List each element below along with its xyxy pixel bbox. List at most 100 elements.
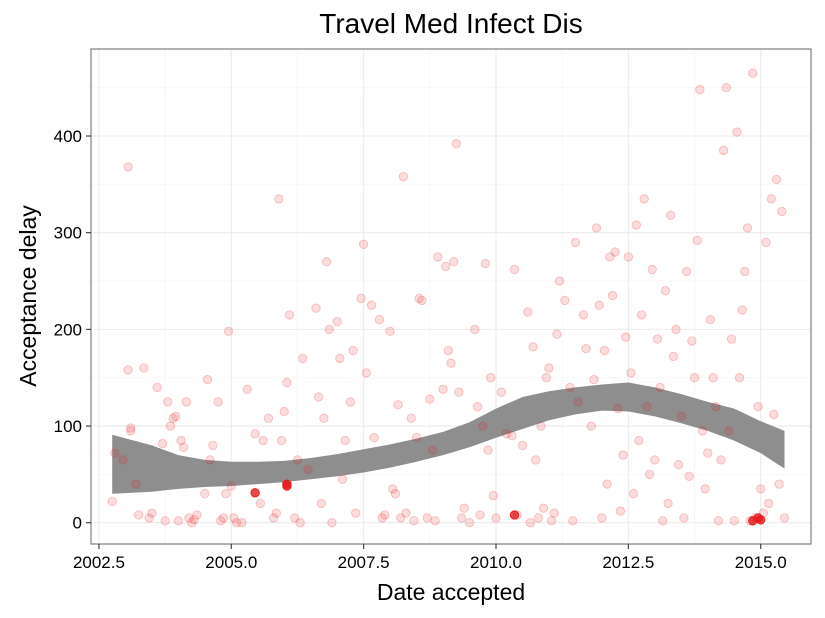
data-point [226, 481, 236, 491]
data-point [337, 474, 348, 484]
data-point [411, 433, 422, 443]
data-point [459, 503, 469, 513]
data-point [327, 518, 337, 528]
data-point [390, 489, 401, 499]
data-point [385, 326, 395, 336]
data-point [295, 518, 305, 528]
data-point [777, 206, 787, 217]
data-point [205, 455, 215, 465]
data-point [454, 387, 464, 397]
data-point [446, 358, 456, 368]
data-point [483, 445, 493, 455]
data-point [663, 498, 673, 509]
data-point [668, 351, 679, 362]
data-point [171, 411, 181, 422]
data-point [398, 171, 409, 182]
x-tick-label: 2005.0 [205, 553, 257, 572]
data-point [472, 402, 483, 412]
data-point [679, 513, 689, 523]
data-points [107, 68, 790, 528]
data-point [356, 293, 366, 304]
data-point [501, 429, 512, 439]
data-point [597, 513, 607, 523]
data-point [753, 402, 763, 412]
data-point [433, 252, 443, 262]
data-point [131, 479, 141, 489]
data-point [628, 489, 639, 499]
data-point [324, 324, 334, 335]
data-point [631, 220, 641, 230]
data-point [708, 373, 718, 383]
data-point [591, 223, 602, 233]
data-point [393, 400, 403, 410]
data-point [380, 510, 390, 520]
data-point [144, 513, 154, 523]
data-point [361, 368, 371, 378]
data-point [451, 139, 461, 149]
data-point [351, 508, 361, 518]
data-point [414, 293, 424, 304]
data-point [533, 513, 544, 523]
data-point [536, 421, 546, 431]
data-point [126, 423, 136, 433]
data-point [208, 440, 218, 451]
y-tick-label: 100 [54, 417, 82, 436]
data-point [168, 413, 178, 423]
data-point [345, 397, 356, 407]
data-point [406, 413, 416, 423]
data-point [607, 290, 618, 301]
data-point [430, 516, 440, 526]
panel-border [90, 48, 812, 545]
data-point [396, 513, 406, 523]
data-point [718, 145, 729, 156]
data-point [321, 257, 332, 267]
data-point [642, 402, 652, 412]
data-point [448, 257, 459, 267]
data-point [618, 450, 628, 460]
y-axis-title: Acceptance delay [15, 205, 41, 387]
data-point [152, 382, 162, 393]
data-point [213, 397, 223, 407]
data-point [126, 426, 136, 436]
data-point [274, 194, 284, 204]
data-point [568, 516, 578, 526]
y-tick-label: 300 [54, 224, 82, 243]
data-point [528, 342, 538, 352]
data-point [589, 374, 599, 385]
data-point [737, 305, 747, 315]
data-point [298, 353, 308, 364]
data-point [552, 329, 562, 339]
data-point [313, 392, 324, 402]
x-tick-label: 2002.5 [73, 553, 125, 572]
data-point [464, 518, 475, 528]
data-point [173, 516, 184, 526]
data-point [681, 266, 692, 277]
data-point [160, 516, 170, 526]
data-point [549, 508, 559, 518]
data-point [634, 435, 644, 446]
data-point [721, 83, 731, 93]
data-point [118, 455, 128, 465]
data-point [332, 316, 342, 327]
data-point [165, 421, 176, 431]
x-axis-title: Date accepted [377, 579, 525, 605]
y-axis: 0 100 200 300 400 [54, 127, 91, 533]
data-point [303, 464, 313, 475]
data-point [282, 479, 292, 489]
data-point [594, 300, 604, 310]
data-point [734, 373, 745, 383]
x-tick-label: 2007.5 [338, 553, 390, 572]
data-point [639, 194, 649, 204]
x-tick-label: 2015.0 [735, 553, 787, 572]
plot-panel [90, 48, 812, 545]
data-point [456, 513, 467, 523]
data-point [621, 332, 631, 342]
data-point [123, 162, 133, 172]
data-point [438, 384, 448, 394]
data-point [602, 479, 612, 489]
data-point [319, 413, 329, 423]
data-point [488, 491, 499, 501]
x-tick-label: 2012.5 [602, 553, 654, 572]
data-point [748, 68, 758, 78]
